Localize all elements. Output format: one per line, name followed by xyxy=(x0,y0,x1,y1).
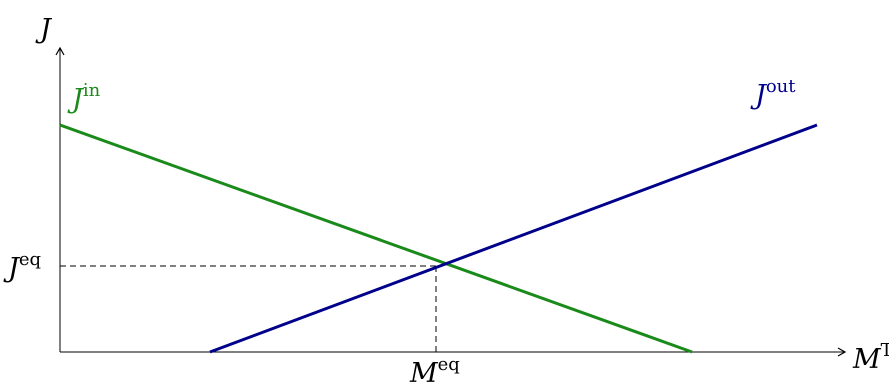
inflow-line-label: Jin xyxy=(67,80,101,115)
equilibrium-flux-label: Jeq xyxy=(3,249,41,284)
outflow-line xyxy=(209,123,818,354)
x-axis-label: MTB xyxy=(852,340,889,375)
outflow-line-label: Jout xyxy=(750,76,796,111)
equilibrium-mass-label: Meq xyxy=(409,354,460,387)
y-axis-label: J xyxy=(35,14,53,45)
inflow-line xyxy=(59,123,693,354)
